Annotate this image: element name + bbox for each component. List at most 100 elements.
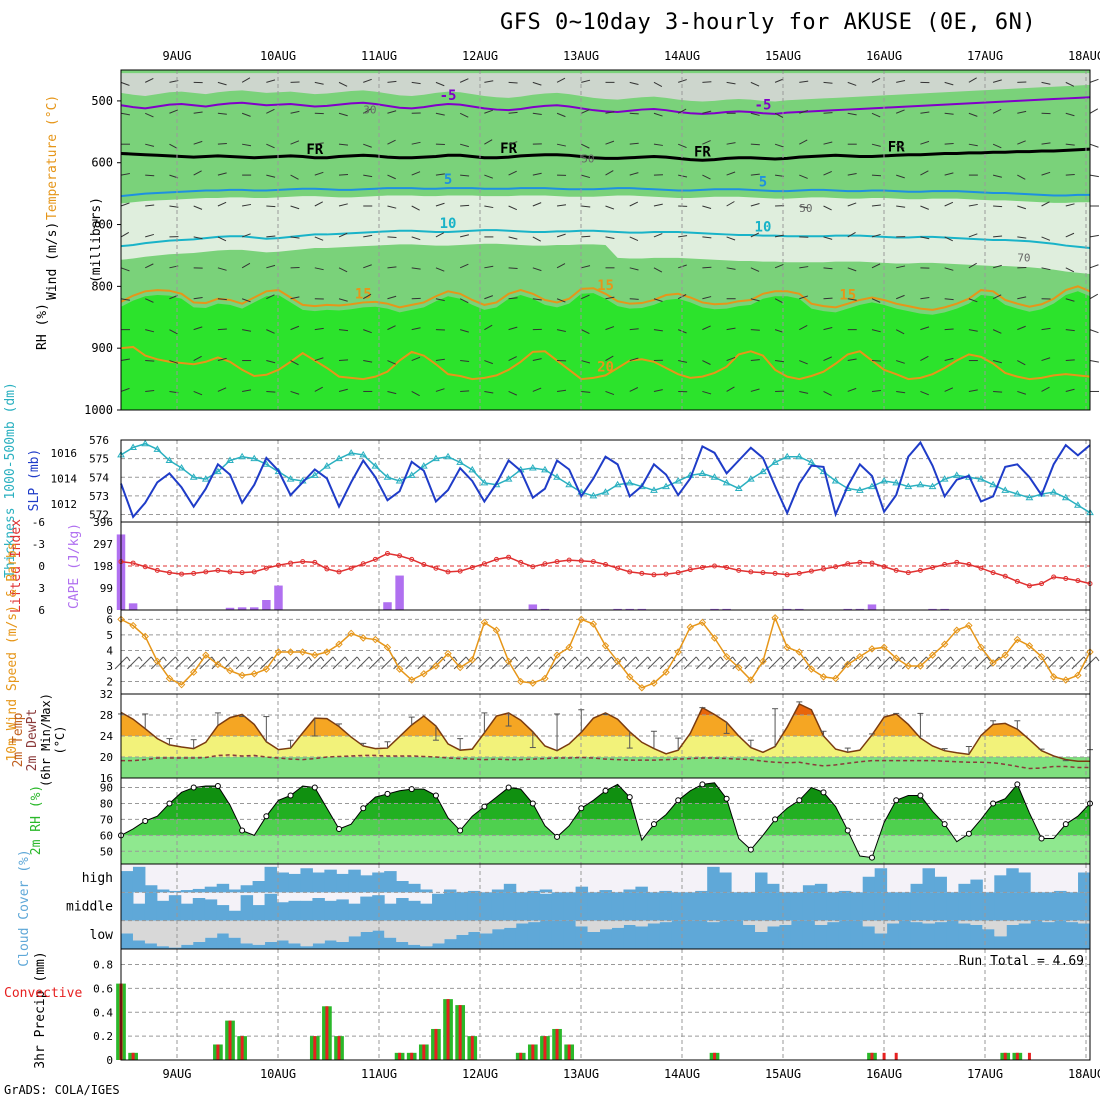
cloud-cell <box>838 920 852 949</box>
thickness-marker <box>662 482 670 490</box>
wind-barb <box>393 656 406 670</box>
cape-bar <box>625 608 634 610</box>
wind-barb-feather <box>211 656 216 662</box>
wind-barb <box>1089 264 1099 269</box>
ylabel-thickness: Thickness 1000-500mb (dm) <box>3 382 18 578</box>
wind-speed-marker <box>1062 676 1070 684</box>
y-tick-label: 80 <box>100 797 113 810</box>
wind-barb <box>514 656 528 670</box>
wind-barb <box>750 329 760 331</box>
wind-barb <box>484 205 494 209</box>
wind-barb <box>338 173 349 176</box>
wind-barb <box>581 294 590 300</box>
wind-barb-feather <box>792 656 797 662</box>
cloud-row-label: low <box>90 928 114 943</box>
wind-barb <box>290 390 300 395</box>
wind-barb <box>508 205 518 211</box>
wind-barb-feather <box>901 656 906 662</box>
lifted-index-marker <box>578 558 584 564</box>
rh-marker <box>578 805 585 812</box>
wind-barb <box>629 267 639 271</box>
wind-speed-marker <box>589 620 598 628</box>
wind-speed-marker <box>286 648 295 656</box>
wind-barb <box>920 236 930 240</box>
wind-barb <box>678 235 688 238</box>
precip-convective-bar <box>131 1052 135 1060</box>
wind-barb <box>508 356 517 361</box>
lifted-index-marker <box>675 570 681 576</box>
wind-barb <box>1041 142 1051 145</box>
wind-barb <box>944 357 954 362</box>
wind-barb <box>920 390 929 396</box>
cloud-cell <box>707 892 720 921</box>
date-label-bottom: 17AUG <box>967 1067 1003 1081</box>
wind-barb <box>750 173 760 176</box>
wind-barb <box>992 329 1002 334</box>
cloud-cell <box>264 941 278 949</box>
cloud-gap-cell <box>647 920 660 924</box>
wind-barb <box>363 329 372 334</box>
wind-barb <box>532 202 542 207</box>
cloud-cell <box>168 895 182 921</box>
lifted-index-marker <box>603 562 608 568</box>
cloud-cell <box>372 930 385 949</box>
cloud-cell <box>455 892 469 921</box>
wind-barb <box>1089 143 1099 148</box>
thickness-marker <box>795 452 804 460</box>
wind-barb <box>266 205 276 208</box>
wind-barb <box>1065 298 1075 302</box>
wind-barb <box>871 77 881 83</box>
wind-barb-feather <box>308 656 313 662</box>
wind-barb <box>992 108 1002 114</box>
wind-barb <box>538 656 552 670</box>
wind-barb <box>435 202 445 207</box>
cloud-cell <box>623 924 636 949</box>
wind-barb <box>1010 656 1024 670</box>
cloud-cell <box>264 893 278 921</box>
cape-bar <box>383 602 392 610</box>
wind-barb <box>387 266 397 269</box>
date-label-bottom: 15AUG <box>765 1067 801 1081</box>
wind-speed-marker <box>262 665 271 673</box>
wind-speed-marker <box>1013 635 1022 644</box>
wind-speed-marker <box>517 677 525 686</box>
rh-marker <box>747 846 754 853</box>
cloud-cell <box>898 920 912 949</box>
cloud-cell <box>683 892 696 921</box>
wind-barb <box>387 295 397 300</box>
lifted-index-marker <box>518 559 524 565</box>
cloud-cell <box>216 905 230 921</box>
cloud-cell <box>1042 892 1055 921</box>
wind-speed-marker <box>807 665 816 673</box>
wind-barb <box>992 79 1002 83</box>
wind-barb <box>217 328 227 331</box>
lifted-index-marker <box>857 559 863 565</box>
wind-barb-feather <box>284 656 288 662</box>
lifted-index-marker <box>421 562 427 568</box>
wind-speed-marker <box>916 662 925 670</box>
cloud-cell <box>838 890 852 893</box>
thickness-marker <box>432 454 440 462</box>
wind-barb-feather <box>259 656 264 662</box>
wind-barb <box>708 656 721 670</box>
wind-speed-marker <box>456 663 464 672</box>
contour-label: FR <box>888 139 905 155</box>
precip-convective-bar <box>216 1044 220 1060</box>
chart-title: GFS 0~10day 3-hourly for AKUSE (0E, 6N) <box>500 10 1037 35</box>
precip-convective-bar <box>313 1036 317 1060</box>
cloud-gap-cell <box>1066 920 1079 923</box>
cloud-cell <box>850 920 864 949</box>
cloud-cell <box>360 932 373 949</box>
cloud-cell <box>731 920 744 949</box>
wind-barb <box>242 389 252 392</box>
cloud-cell <box>168 890 182 893</box>
precip-convective-bar <box>228 1020 232 1060</box>
wind-barb <box>532 387 542 392</box>
wind-barb <box>1089 293 1099 300</box>
wind-barb <box>629 112 639 115</box>
cloud-cell <box>910 892 924 921</box>
cloud-cell <box>635 926 648 949</box>
cloud-gap-cell <box>360 920 373 932</box>
wind-barb <box>169 294 178 300</box>
wind-speed-marker <box>165 674 174 683</box>
